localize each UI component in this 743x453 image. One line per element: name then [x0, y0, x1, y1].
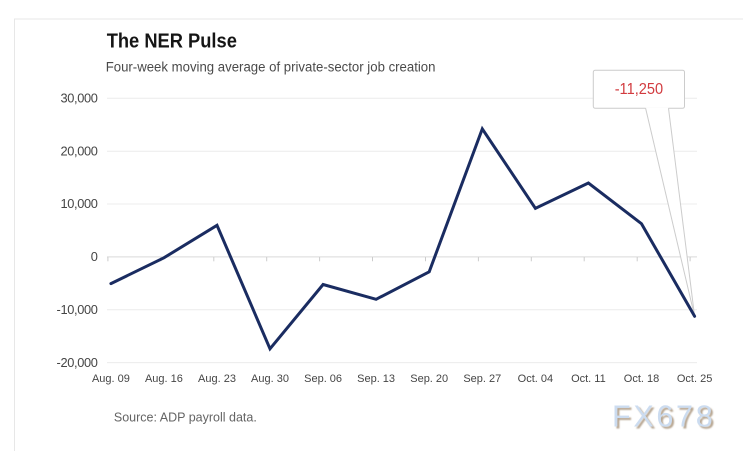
svg-text:20,000: 20,000 — [60, 143, 97, 158]
svg-text:Oct. 25: Oct. 25 — [677, 373, 712, 385]
svg-text:Sep. 13: Sep. 13 — [357, 373, 395, 385]
svg-text:The NER Pulse: The NER Pulse — [107, 31, 237, 53]
svg-text:Oct. 04: Oct. 04 — [518, 373, 553, 385]
svg-text:-20,000: -20,000 — [57, 355, 98, 370]
svg-text:FX678: FX678 — [612, 400, 715, 434]
svg-text:Sep. 27: Sep. 27 — [463, 373, 501, 385]
svg-text:Aug. 23: Aug. 23 — [198, 373, 236, 385]
svg-text:FX678: FX678 — [614, 402, 717, 436]
svg-text:Oct. 18: Oct. 18 — [624, 373, 659, 385]
svg-text:Oct. 11: Oct. 11 — [571, 373, 606, 385]
svg-text:Aug. 30: Aug. 30 — [251, 373, 289, 385]
svg-text:Four-week moving average of pr: Four-week moving average of private-sect… — [106, 59, 436, 74]
svg-text:Aug. 16: Aug. 16 — [145, 373, 183, 385]
svg-text:30,000: 30,000 — [60, 91, 97, 106]
svg-text:Aug. 09: Aug. 09 — [92, 373, 130, 385]
svg-text:-10,000: -10,000 — [57, 302, 98, 317]
svg-text:Sep. 06: Sep. 06 — [304, 373, 342, 385]
svg-text:-11,250: -11,250 — [615, 81, 664, 98]
svg-text:Source: ADP payroll data.: Source: ADP payroll data. — [114, 411, 257, 425]
svg-text:Sep. 20: Sep. 20 — [410, 373, 448, 385]
svg-text:10,000: 10,000 — [60, 196, 97, 211]
svg-text:0: 0 — [91, 249, 98, 264]
